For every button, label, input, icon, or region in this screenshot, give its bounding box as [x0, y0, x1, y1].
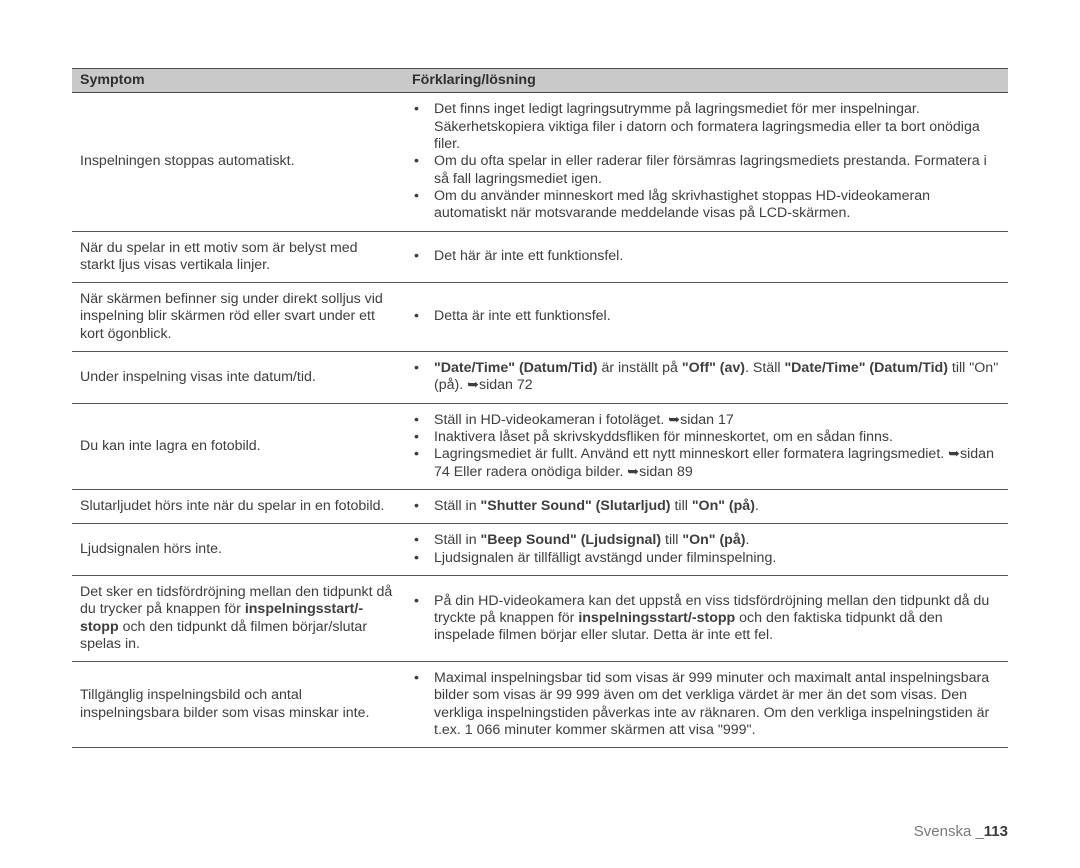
bullet-item: "Date/Time" (Datum/Tid) är inställt på "… — [408, 360, 1004, 395]
symptom-cell: Under inspelning visas inte datum/tid. — [72, 352, 404, 404]
symptom-cell: Slutarljudet hörs inte när du spelar in … — [72, 489, 404, 523]
bullet-item: Om du använder minneskort med låg skrivh… — [408, 188, 1004, 223]
solution-cell: "Date/Time" (Datum/Tid) är inställt på "… — [404, 352, 1008, 404]
text: . — [755, 498, 759, 514]
symptom-cell: När skärmen befinner sig under direkt so… — [72, 283, 404, 352]
text: . Ställ — [745, 360, 784, 376]
table-row: Tillgänglig inspelningsbild och antal in… — [72, 662, 1008, 748]
bullet-item: Maximal inspelningsbar tid som visas är … — [408, 670, 1004, 739]
bullet-item: Ställ in HD-videokameran i fotoläget. ➥s… — [408, 412, 1004, 429]
symptom-cell: Inspelningen stoppas automatiskt. — [72, 93, 404, 231]
solution-cell: Ställ in "Beep Sound" (Ljudsignal) till … — [404, 524, 1008, 576]
bold-text: "Date/Time" (Datum/Tid) — [784, 360, 948, 376]
text: Ställ in — [434, 532, 481, 548]
bold-text: "On" (på) — [692, 498, 755, 514]
bullet-item: Lagringsmediet är fullt. Använd ett nytt… — [408, 446, 1004, 481]
bold-text: "Date/Time" (Datum/Tid) — [434, 360, 598, 376]
bullet-item: På din HD-videokamera kan det uppstå en … — [408, 593, 1004, 645]
symptom-cell: Du kan inte lagra en fotobild. — [72, 403, 404, 489]
table-row: Under inspelning visas inte datum/tid. "… — [72, 352, 1008, 404]
solution-cell: Ställ in HD-videokameran i fotoläget. ➥s… — [404, 403, 1008, 489]
bullet-item: Det här är inte ett funktionsfel. — [408, 248, 1004, 265]
header-solution: Förklaring/lösning — [404, 69, 1008, 93]
bold-text: "Shutter Sound" (Slutarljud) — [481, 498, 671, 514]
table-row: Inspelningen stoppas automatiskt. Det fi… — [72, 93, 1008, 231]
text: Ställ in HD-videokameran i fotoläget. — [434, 412, 668, 428]
page-ref: ➥sidan 72 — [467, 377, 533, 393]
table-row: Ljudsignalen hörs inte. Ställ in "Beep S… — [72, 524, 1008, 576]
footer-separator: _ — [975, 823, 983, 840]
footer-page-number: 113 — [984, 823, 1008, 840]
symptom-cell: Det sker en tidsfördröjning mellan den t… — [72, 575, 404, 661]
bullet-item: Inaktivera låset på skrivskyddsfliken fö… — [408, 429, 1004, 446]
symptom-cell: Tillgänglig inspelningsbild och antal in… — [72, 662, 404, 748]
bold-text: "Beep Sound" (Ljudsignal) — [481, 532, 662, 548]
text: och den tidpunkt då filmen börjar/slutar… — [80, 619, 367, 652]
page-ref: ➥sidan 89 — [627, 464, 693, 480]
bullet-item: Ställ in "Beep Sound" (Ljudsignal) till … — [408, 532, 1004, 549]
table-row: När skärmen befinner sig under direkt so… — [72, 283, 1008, 352]
bullet-item: Detta är inte ett funktionsfel. — [408, 308, 1004, 325]
table-row: Du kan inte lagra en fotobild. Ställ in … — [72, 403, 1008, 489]
solution-cell: Det här är inte ett funktionsfel. — [404, 231, 1008, 283]
header-symptom: Symptom — [72, 69, 404, 93]
text: Ställ in — [434, 498, 481, 514]
text: . — [745, 532, 749, 548]
table-row: När du spelar in ett motiv som är belyst… — [72, 231, 1008, 283]
bold-text: "On" (på) — [682, 532, 745, 548]
table-row: Det sker en tidsfördröjning mellan den t… — [72, 575, 1008, 661]
solution-cell: Detta är inte ett funktionsfel. — [404, 283, 1008, 352]
solution-cell: Maximal inspelningsbar tid som visas är … — [404, 662, 1008, 748]
text: är inställt på — [598, 360, 682, 376]
symptom-cell: Ljudsignalen hörs inte. — [72, 524, 404, 576]
bullet-item: Ljudsignalen är tillfälligt avstängd und… — [408, 550, 1004, 567]
text: Lagringsmediet är fullt. Använd ett nytt… — [434, 446, 948, 462]
bullet-item: Det finns inget ledigt lagringsutrymme p… — [408, 101, 1004, 153]
footer-language: Svenska — [914, 823, 976, 840]
text: Eller radera onödiga bilder. — [450, 464, 627, 480]
manual-page: Symptom Förklaring/lösning Inspelningen … — [0, 0, 1080, 748]
solution-cell: Ställ in "Shutter Sound" (Slutarljud) ti… — [404, 489, 1008, 523]
bullet-item: Om du ofta spelar in eller raderar filer… — [408, 153, 1004, 188]
solution-cell: På din HD-videokamera kan det uppstå en … — [404, 575, 1008, 661]
text: till — [661, 532, 682, 548]
text: till — [671, 498, 692, 514]
bold-text: inspelningsstart/-stopp — [578, 610, 735, 626]
bullet-item: Ställ in "Shutter Sound" (Slutarljud) ti… — [408, 498, 1004, 515]
troubleshooting-table: Symptom Förklaring/lösning Inspelningen … — [72, 68, 1008, 748]
page-ref: ➥sidan 17 — [668, 412, 734, 428]
bold-text: "Off" (av) — [682, 360, 745, 376]
symptom-cell: När du spelar in ett motiv som är belyst… — [72, 231, 404, 283]
table-row: Slutarljudet hörs inte när du spelar in … — [72, 489, 1008, 523]
page-footer: Svenska _113 — [914, 823, 1008, 840]
solution-cell: Det finns inget ledigt lagringsutrymme p… — [404, 93, 1008, 231]
table-header-row: Symptom Förklaring/lösning — [72, 69, 1008, 93]
